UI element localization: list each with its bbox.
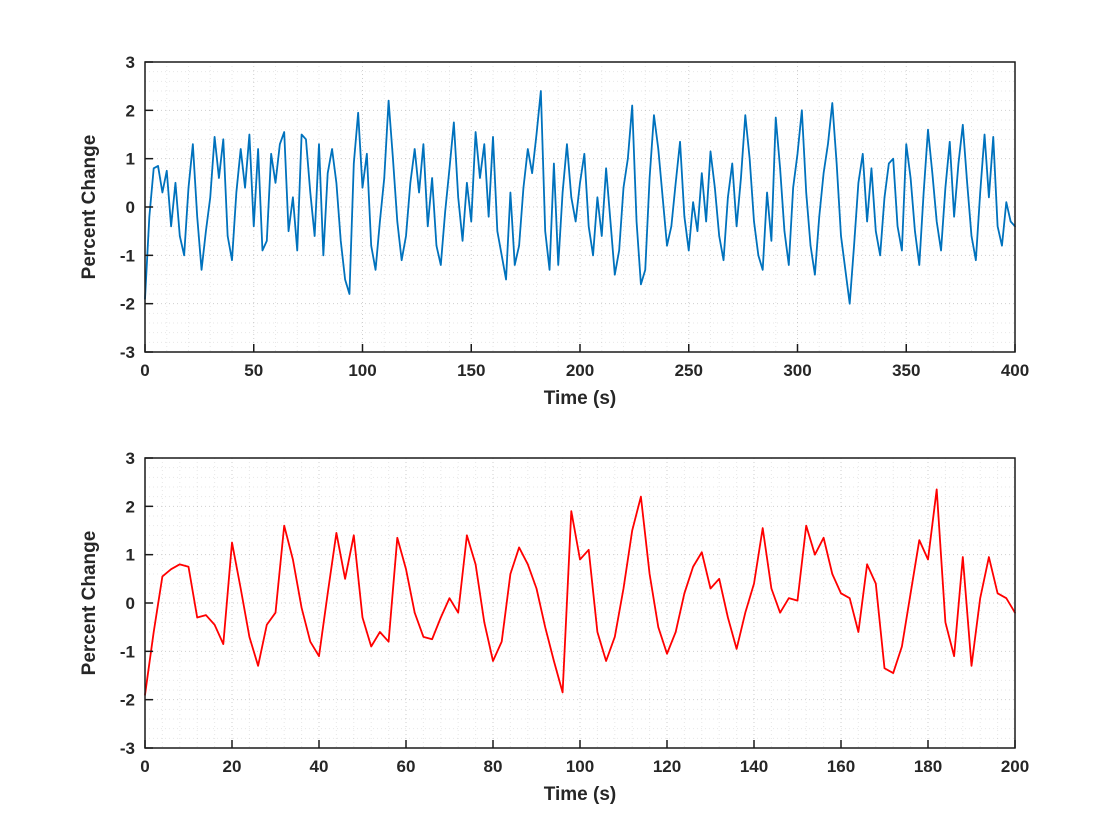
y-tick-label: -3	[120, 739, 135, 758]
line-chart-bottom: 0 20 40 60 80 100 120 140 160 180 200 -3 -2 -1 0 1 2 3 Tim…	[79, 449, 1029, 805]
x-tick-label: 20	[223, 757, 242, 776]
x-tick-label: 140	[740, 757, 768, 776]
data-line	[144, 488, 1016, 696]
x-tick-label: 250	[675, 361, 703, 380]
x-tick-label: 50	[244, 361, 263, 380]
y-axis-label: Percent Change	[79, 135, 100, 280]
x-tick-label: 0	[140, 757, 149, 776]
x-tick-label: 80	[484, 757, 503, 776]
x-tick-label: 60	[397, 757, 416, 776]
x-tick-label: 300	[783, 361, 811, 380]
x-tick-label: 120	[653, 757, 681, 776]
x-axis-label: Time (s)	[544, 784, 617, 805]
x-axis-label: Time (s)	[544, 388, 617, 409]
y-tick-label: -2	[120, 295, 135, 314]
x-tick-label: 150	[457, 361, 485, 380]
y-tick-label: 3	[126, 53, 135, 72]
line-chart-top: 0 50 100 150 200 250 300 350 400 -3 -2 -1 0 1 2 3 Time (…	[79, 53, 1029, 409]
x-tick-label: 350	[892, 361, 920, 380]
y-tick-label: 1	[126, 546, 135, 565]
x-tick-label: 100	[348, 361, 376, 380]
y-tick-label: -1	[120, 642, 135, 661]
y-tick-label: 0	[126, 198, 135, 217]
y-tick-label: 3	[126, 449, 135, 468]
x-tick-label: 200	[566, 361, 594, 380]
y-axis-label: Percent Change	[79, 531, 100, 676]
x-tick-label: 160	[827, 757, 855, 776]
x-tick-label: 180	[914, 757, 942, 776]
y-tick-label: 0	[126, 594, 135, 613]
x-tick-label: 400	[1001, 361, 1029, 380]
y-tick-label: 2	[126, 497, 135, 516]
data-line	[144, 90, 1016, 305]
y-tick-label: -3	[120, 343, 135, 362]
x-tick-label: 40	[310, 757, 329, 776]
x-tick-label: 0	[140, 361, 149, 380]
x-tick-label: 100	[566, 757, 594, 776]
x-tick-label: 200	[1001, 757, 1029, 776]
y-tick-label: -1	[120, 246, 135, 265]
y-tick-label: 1	[126, 150, 135, 169]
y-tick-label: -2	[120, 691, 135, 710]
y-tick-label: 2	[126, 101, 135, 120]
